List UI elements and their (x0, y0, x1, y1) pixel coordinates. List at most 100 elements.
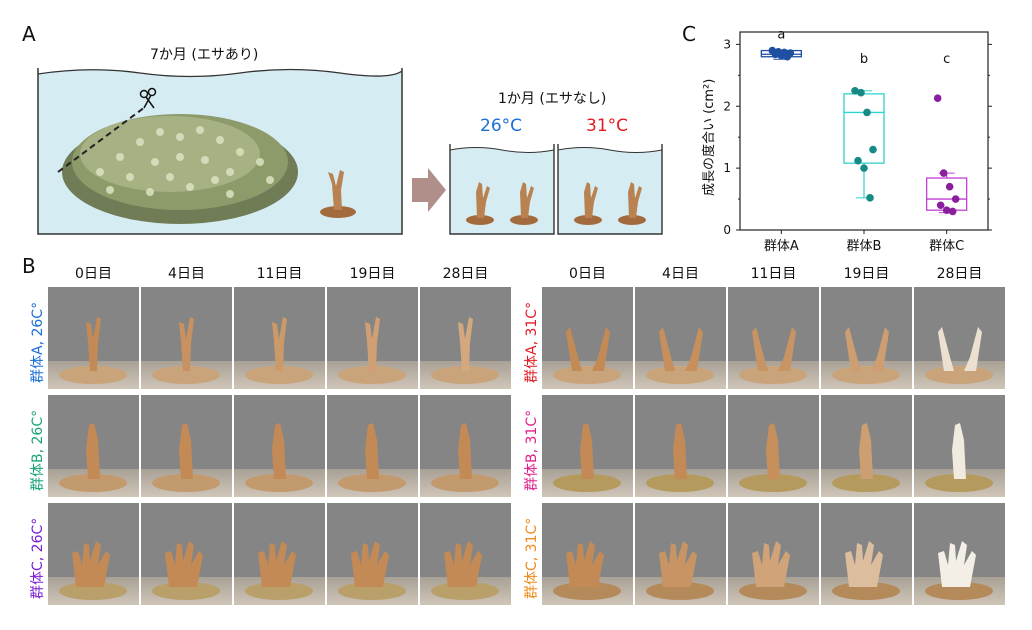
coral-photo (327, 395, 418, 497)
coral-fragment-icon (832, 423, 900, 492)
coral-fragment-icon (245, 317, 313, 384)
coral-fragment-icon (431, 317, 499, 384)
data-point (854, 156, 862, 165)
coral-photo (141, 287, 232, 389)
coral-photo (821, 395, 912, 497)
coral-photo (914, 503, 1005, 605)
data-point (863, 108, 871, 117)
coral-colony-icon (62, 114, 298, 224)
box (926, 177, 968, 211)
coral-photo (728, 503, 819, 605)
arrow-icon (412, 168, 446, 212)
coral-fragment-icon (925, 541, 993, 600)
day-label: 0日目 (569, 266, 606, 282)
panel-c-letter: C (682, 22, 696, 46)
coral-photo (141, 395, 232, 497)
x-tick-label: 群体C (929, 239, 964, 254)
coral-photo (635, 503, 726, 605)
coral-fragment-icon (553, 423, 621, 492)
coral-fragment-icon (59, 423, 127, 492)
data-point (948, 207, 957, 216)
coral-fragment-icon (320, 170, 356, 218)
coral-fragment-icon (59, 541, 127, 600)
coral-fragment-icon (646, 423, 714, 492)
day-label: 0日目 (75, 266, 112, 282)
coral-fragment-icon (152, 317, 220, 384)
coral-photo (821, 287, 912, 389)
data-point (771, 50, 780, 59)
data-point (945, 182, 954, 191)
day-label: 19日目 (843, 266, 890, 282)
coral-fragment-icon (739, 541, 807, 600)
coral-fragment-icon (739, 327, 807, 384)
treatment-tanks (449, 144, 663, 235)
y-tick-label: 1 (723, 161, 731, 175)
day-label: 28日目 (936, 266, 983, 282)
growth-box-chart: 0 1 2 3 群体A a 群体B b 群体C c (723, 30, 992, 254)
coral-photo (635, 287, 726, 389)
main-tank (37, 68, 403, 235)
data-point (942, 206, 951, 214)
significance-letter: b (860, 52, 868, 67)
data-point (936, 201, 945, 210)
coral-fragment-icon (245, 541, 313, 600)
y-tick-label: 3 (723, 37, 731, 51)
coral-photo (821, 503, 912, 605)
row-label: 群体A, 26C° (30, 301, 46, 383)
data-point (777, 51, 786, 60)
coral-photo (914, 395, 1005, 497)
day-label: 4日目 (662, 266, 699, 282)
coral-fragment-icon (553, 541, 621, 600)
data-point (933, 94, 942, 103)
row-label: 群体A, 31C° (524, 301, 540, 383)
coral-photo (728, 287, 819, 389)
data-point (939, 169, 948, 177)
colony-caption: 7か月 (エサあり) (150, 47, 259, 63)
coral-photo (327, 503, 418, 605)
data-point (860, 164, 868, 172)
coral-photo (48, 395, 139, 497)
coral-photo (542, 503, 633, 605)
x-tick-label: 群体B (847, 239, 882, 254)
significance-letter: c (943, 52, 950, 67)
coral-fragment-icon (832, 327, 900, 384)
coral-photo (48, 287, 139, 389)
panel-b-letter: B (22, 254, 36, 278)
coral-fragment-icon (646, 327, 714, 384)
coral-fragment-icon (925, 423, 993, 492)
x-tick-label: 群体A (764, 239, 799, 254)
coral-fragment-icon (832, 541, 900, 600)
day-label: 28日目 (442, 266, 489, 282)
coral-photo (327, 287, 418, 389)
scissors-icon (139, 87, 157, 109)
coral-fragment-icon (338, 423, 406, 492)
day-label: 11日目 (750, 266, 797, 282)
coral-photo (234, 287, 325, 389)
coral-fragment-icon (646, 541, 714, 600)
coral-photo (635, 395, 726, 497)
row-label: 群体C, 31C° (524, 517, 540, 599)
row-label: 群体C, 26C° (30, 517, 46, 599)
coral-photo (141, 503, 232, 605)
coral-fragment-icon (338, 317, 406, 384)
row-label: 群体B, 31C° (524, 409, 540, 491)
coral-fragment-icon (431, 423, 499, 492)
coral-photo (420, 395, 511, 497)
coral-fragment-icon (152, 541, 220, 600)
coral-photo (48, 503, 139, 605)
row-label: 群体B, 26C° (30, 409, 46, 491)
day-label: 11日目 (256, 266, 303, 282)
y-tick-label: 0 (723, 223, 731, 237)
treatment-caption: 1か月 (エサなし) (498, 91, 607, 107)
coral-fragment-icon (739, 423, 807, 492)
data-point (857, 88, 865, 97)
coral-fragment-icon (152, 423, 220, 492)
data-point (866, 194, 874, 202)
coral-fragment-icon (338, 541, 406, 600)
coral-photo (542, 287, 633, 389)
coral-photo (234, 503, 325, 605)
coral-photo (420, 503, 511, 605)
data-point (869, 145, 877, 154)
significance-letter: a (777, 30, 785, 42)
cut-line (57, 106, 146, 173)
